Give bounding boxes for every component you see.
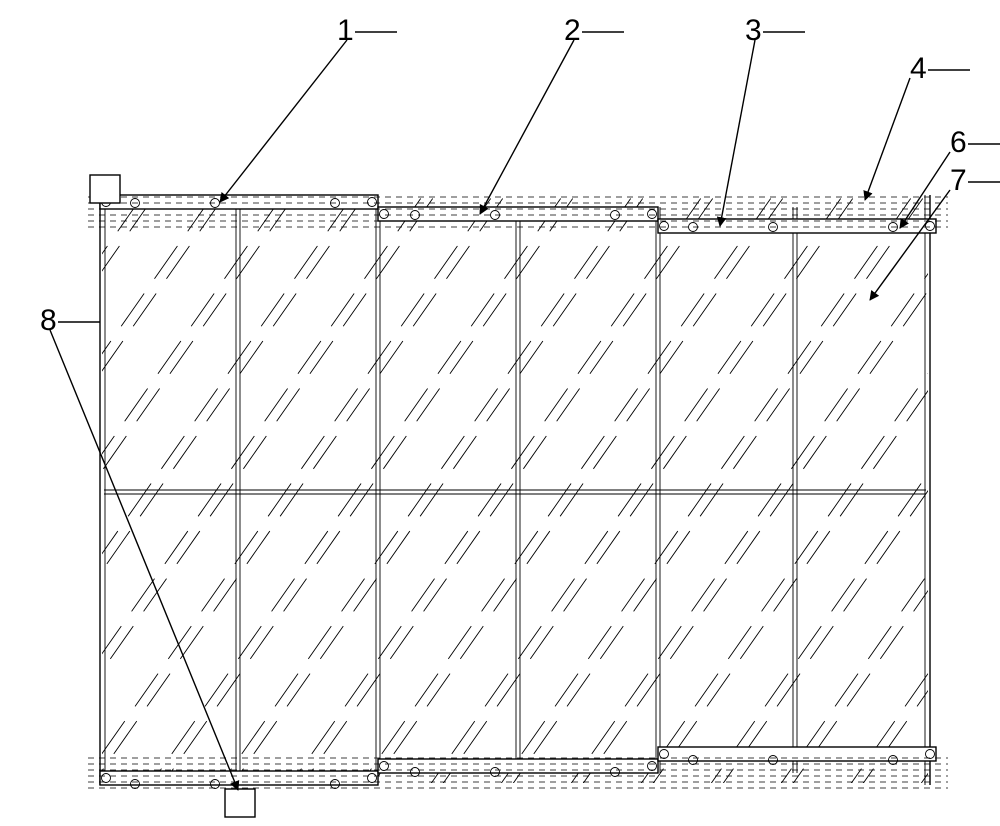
callout-label-8: 8 <box>40 304 57 337</box>
callout-label-2: 2 <box>564 14 581 47</box>
callout-label-3: 3 <box>745 14 762 47</box>
callout-label-4: 4 <box>910 52 927 85</box>
callout-label-7: 7 <box>950 164 967 197</box>
callout-label-6: 6 <box>950 126 967 159</box>
callout-label-1: 1 <box>337 14 354 47</box>
